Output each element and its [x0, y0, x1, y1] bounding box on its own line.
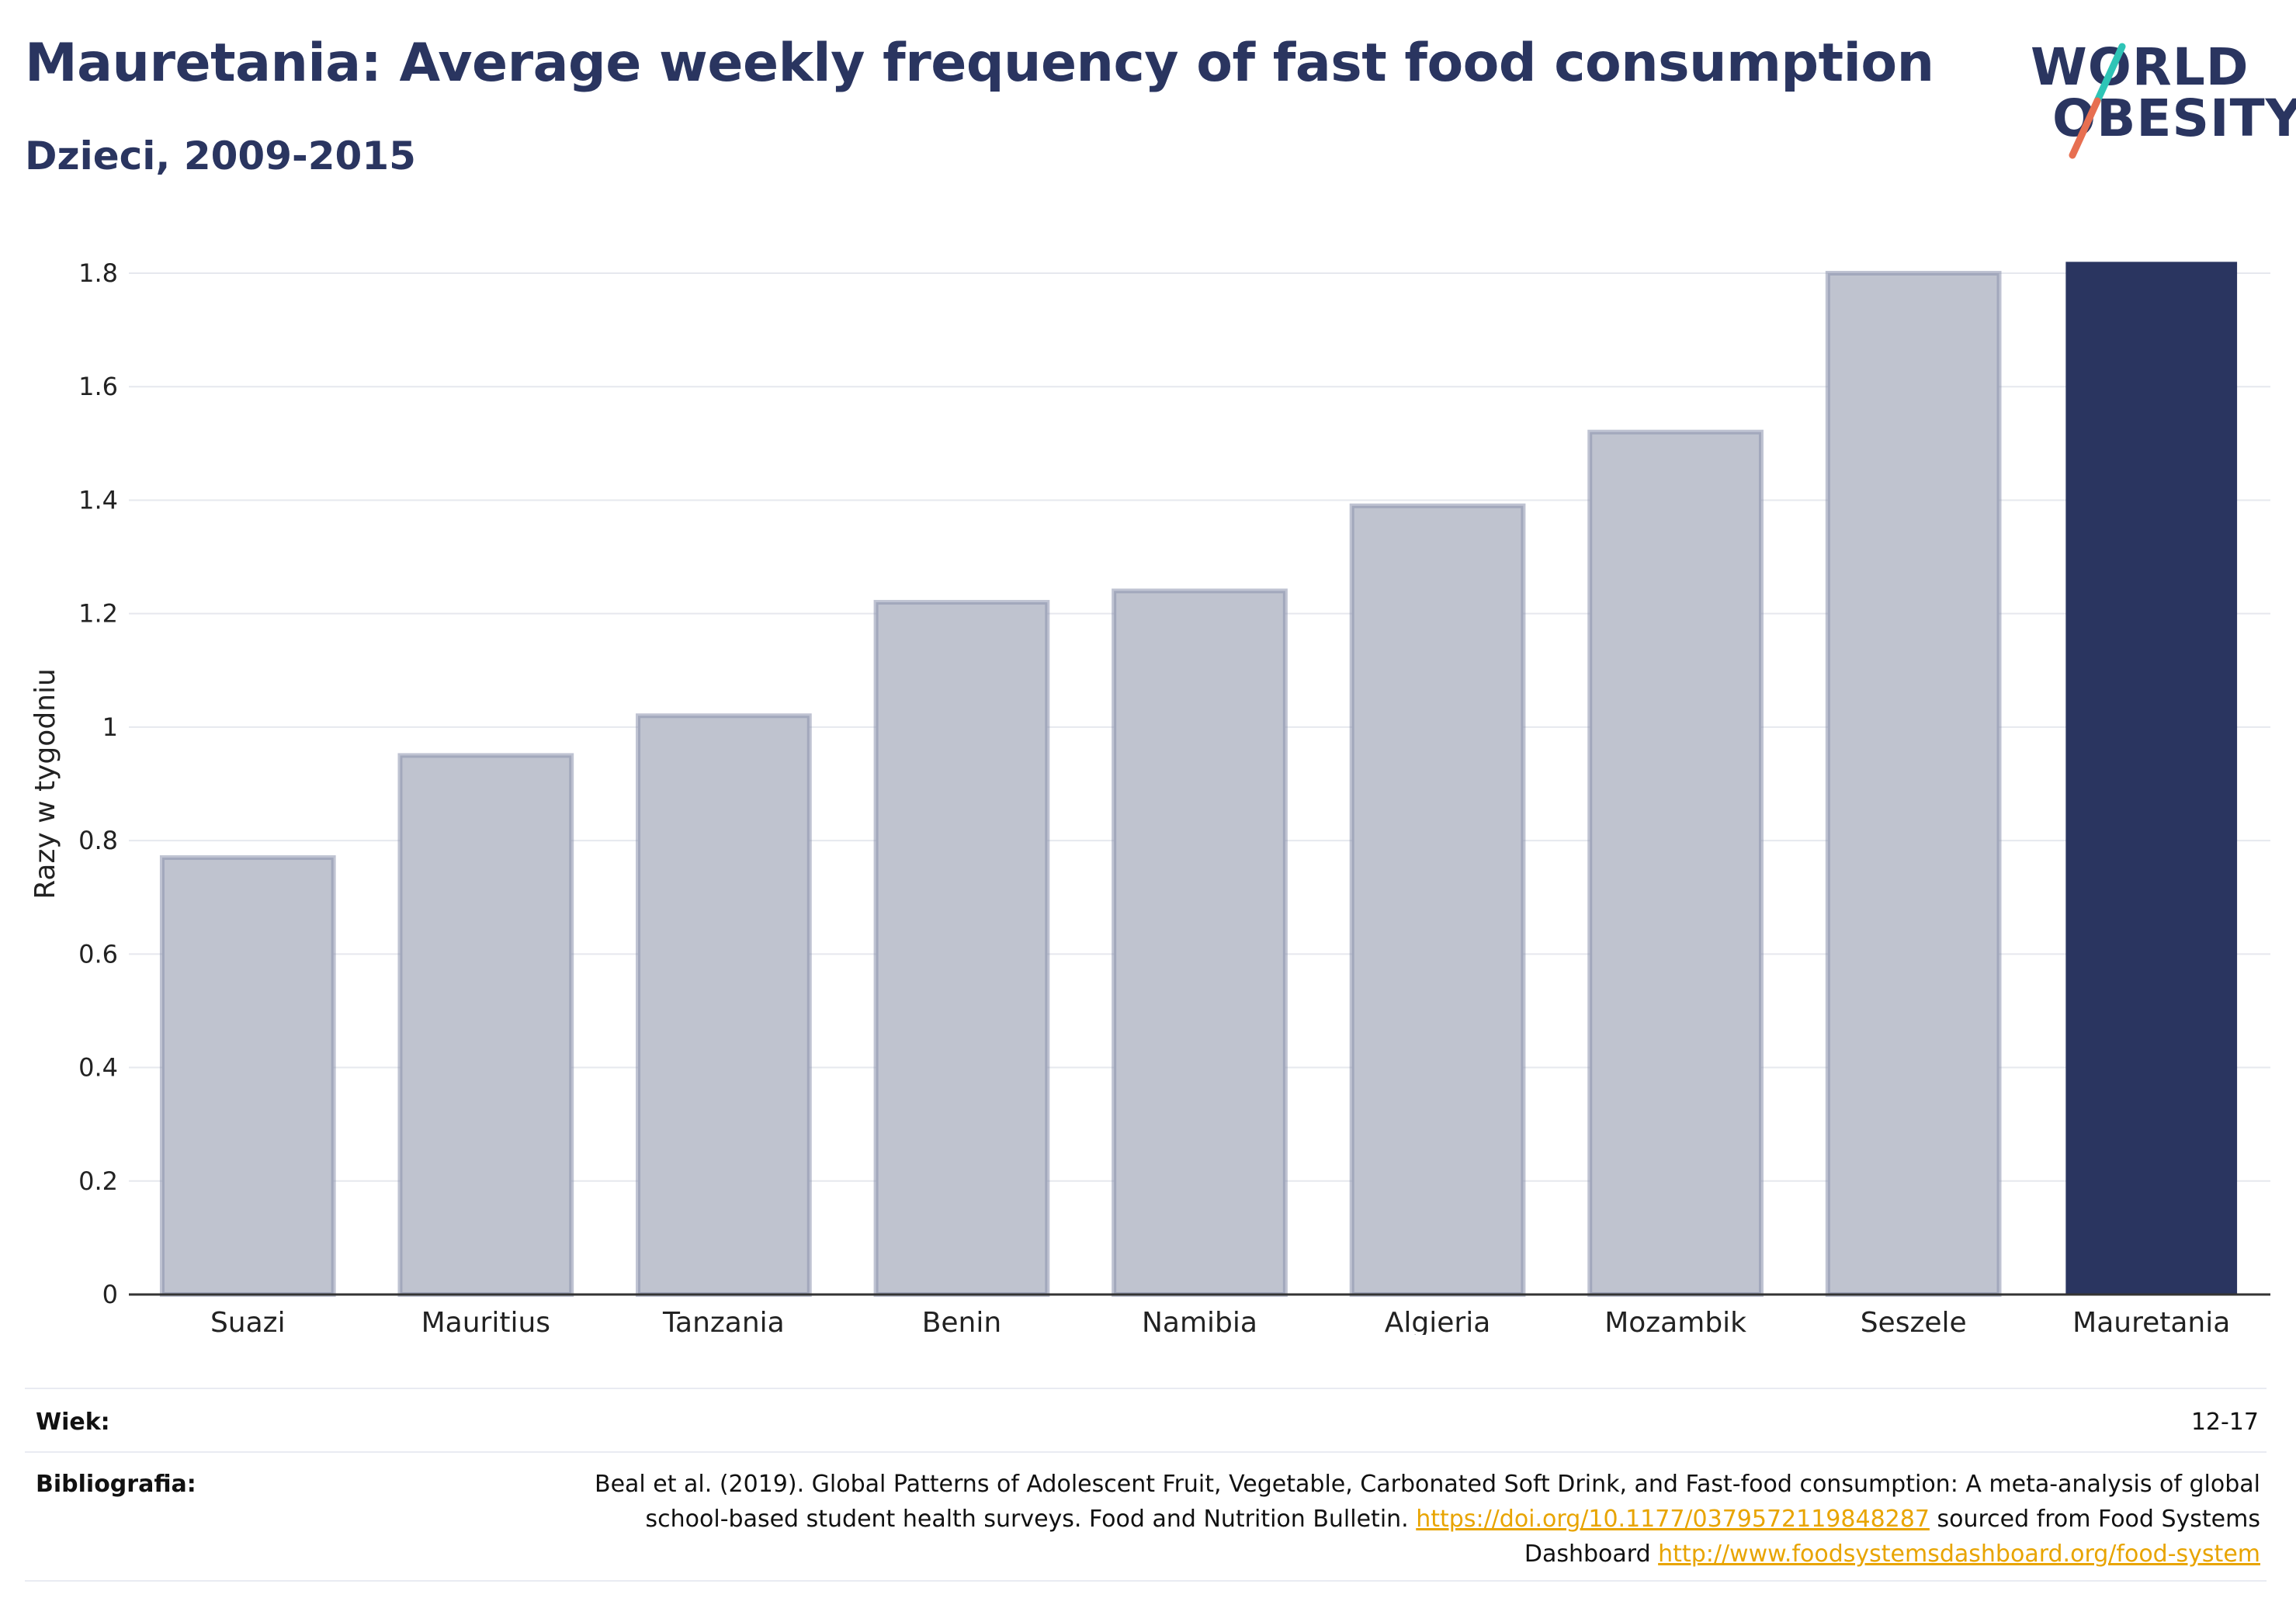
doi-link[interactable]: https://doi.org/10.1177/0379572119848287: [1416, 1506, 1930, 1533]
y-tick-label: 0.8: [78, 826, 118, 855]
y-tick-label: 1.2: [78, 599, 118, 629]
x-tick-label: Mauretania: [2072, 1307, 2230, 1335]
age-value: 12-17: [2190, 1409, 2259, 1436]
world-obesity-logo[interactable]: WORLD OBESITY: [2018, 37, 2296, 169]
x-tick-label: Tanzania: [662, 1307, 785, 1335]
x-tick-label: Mozambik: [1604, 1307, 1746, 1335]
bar: [1349, 503, 1526, 1297]
logo-slash-icon: [2069, 43, 2126, 159]
bar: [2065, 262, 2238, 1294]
bar: [159, 855, 336, 1297]
bar: [873, 600, 1050, 1297]
bibliography-text-part-1: Beal et al. (2019). Global Patterns of A…: [594, 1471, 2260, 1533]
bibliography-label: Bibliografia:: [36, 1471, 196, 1498]
x-tick-label: Seszele: [1861, 1307, 1967, 1335]
bar-chart: 0 0.2 0.4 0.6 0.8 1 1.2 1.4 1.6 1.8 Razy w tygodni…: [29, 258, 2270, 1335]
x-tick-label: Mauritius: [421, 1307, 550, 1335]
divider: [25, 1388, 2267, 1389]
bibliography-text: Beal et al. (2019). Global Patterns of A…: [553, 1467, 2260, 1572]
chart-subtitle: Dzieci, 2009-2015: [25, 133, 416, 178]
dashboard-link[interactable]: http://www.foodsystemsdashboard.org/food…: [1658, 1541, 2260, 1568]
bar: [397, 753, 574, 1297]
bar: [636, 713, 812, 1297]
y-tick-label: 0.6: [78, 939, 118, 969]
y-tick-label: 0: [102, 1280, 118, 1309]
y-tick-label: 1.6: [78, 372, 118, 401]
chart-title: Mauretania: Average weekly frequency of …: [25, 33, 1934, 94]
x-tick-label: Benin: [922, 1307, 1001, 1335]
y-axis-label: Razy w tygodniu: [29, 668, 61, 899]
logo-line-1: WORLD: [2031, 37, 2249, 97]
age-label: Wiek:: [36, 1409, 110, 1436]
divider: [25, 1580, 2267, 1582]
y-tick-label: 0.4: [78, 1053, 118, 1083]
x-tick-label: Namibia: [1142, 1307, 1257, 1335]
divider: [25, 1451, 2267, 1453]
y-tick-label: 1: [102, 712, 118, 742]
bar: [1587, 429, 1764, 1298]
bar: [1112, 588, 1288, 1297]
x-tick-label: Algieria: [1385, 1307, 1491, 1335]
y-tick-label: 1.4: [78, 485, 118, 515]
bibliography-text-part-2: sourced from Food Systems Dashboard: [1524, 1506, 2260, 1568]
y-tick-label: 1.8: [78, 258, 118, 288]
x-tick-label: Suazi: [210, 1307, 286, 1335]
y-tick-label: 0.2: [78, 1166, 118, 1196]
bar: [1825, 271, 2002, 1297]
